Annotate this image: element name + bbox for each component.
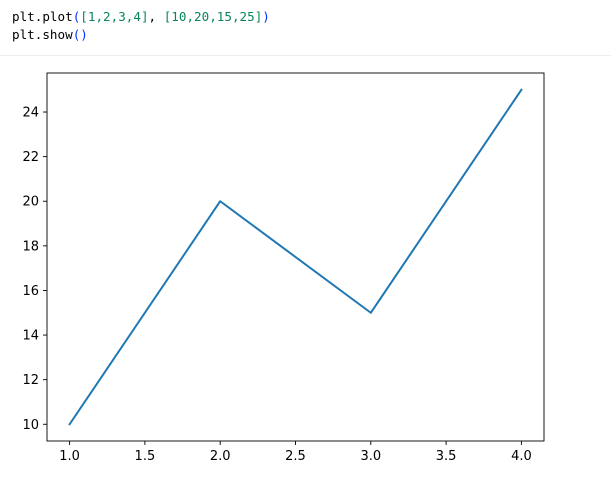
plot-layer — [68, 88, 523, 426]
y-tick-label: 10 — [22, 418, 39, 433]
x-tick-label: 2.0 — [210, 449, 231, 464]
y-tick-label: 16 — [22, 284, 39, 299]
x-tick-label: 3.5 — [436, 449, 457, 464]
code-token-arg-y: [10,20,15,25] — [163, 9, 263, 24]
code-token-arg-x: [1,2,3,4] — [80, 9, 149, 24]
axes-frame — [46, 72, 545, 442]
code-token-dot: . — [34, 9, 43, 24]
code-token-obj: plt — [12, 9, 35, 24]
code-cell[interactable]: plt.plot([1,2,3,4], [10,20,15,25]) plt.s… — [0, 0, 611, 56]
code-line-plot: plt.plot([1,2,3,4], [10,20,15,25]) — [12, 8, 270, 26]
x-tick-label: 4.0 — [511, 449, 532, 464]
code-token-dot: . — [34, 27, 43, 42]
x-tick-label: 3.0 — [360, 449, 381, 464]
code-token-open-paren: ( — [72, 9, 81, 24]
line-chart: 1.0 1.5 2.0 2.5 3.0 3.5 4.0 10 12 14 16 18 20 22 24 — [22, 72, 545, 464]
code-token-func: plot — [42, 9, 73, 24]
cell-output: 1.0 1.5 2.0 2.5 3.0 3.5 4.0 10 12 14 16 18 20 22 24 — [0, 56, 611, 479]
x-tick-label: 1.0 — [59, 449, 80, 464]
code-line-show: plt.show() — [12, 26, 88, 44]
series-line — [68, 88, 523, 426]
y-tick-label: 22 — [22, 150, 39, 165]
code-token-func: show — [42, 27, 73, 42]
x-tick-label: 1.5 — [135, 449, 156, 464]
y-tick-label: 20 — [22, 195, 39, 210]
y-tick-label: 24 — [22, 106, 39, 121]
code-token-close-paren: ) — [262, 9, 270, 24]
x-tick-label: 2.5 — [285, 449, 306, 464]
y-axis-ticks: 10 12 14 16 18 20 22 24 — [22, 106, 47, 433]
y-tick-label: 12 — [22, 373, 39, 388]
code-token-sep: , — [148, 9, 164, 24]
code-token-parens: () — [72, 27, 88, 42]
y-tick-label: 18 — [22, 239, 39, 254]
x-axis-ticks: 1.0 1.5 2.0 2.5 3.0 3.5 4.0 — [59, 441, 532, 464]
y-tick-label: 14 — [22, 329, 39, 344]
code-token-obj: plt — [12, 27, 35, 42]
